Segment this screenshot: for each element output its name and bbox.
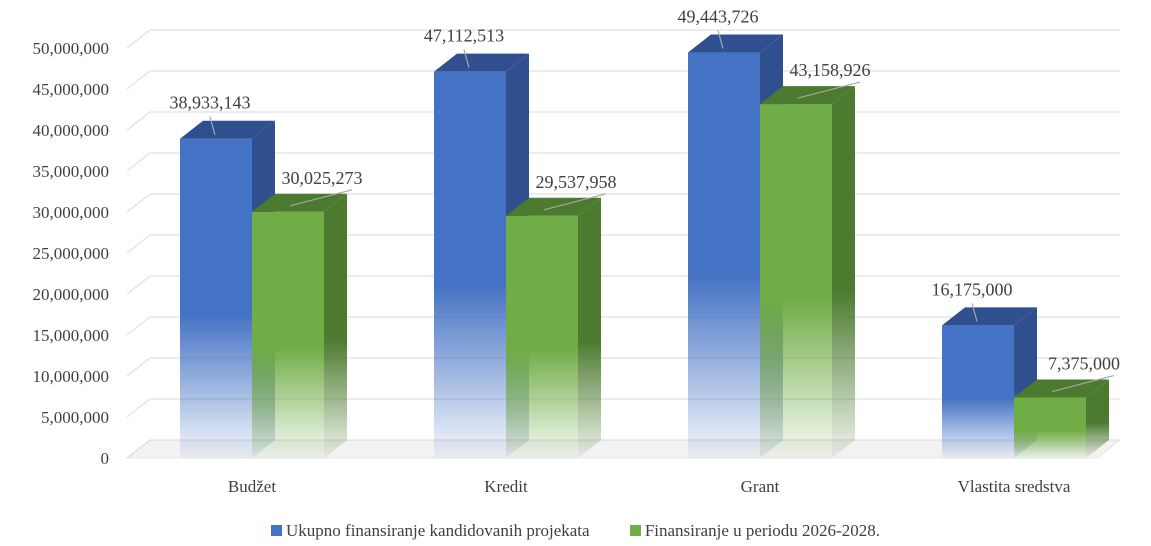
bar-top xyxy=(180,120,275,139)
gridline-diagonal xyxy=(126,111,151,131)
y-tick-label: 15,000,000 xyxy=(33,326,110,345)
gridline-diagonal xyxy=(126,152,151,172)
bar xyxy=(1014,379,1109,458)
leader-line xyxy=(717,30,724,49)
bar xyxy=(942,307,1037,458)
legend-item-series-1: Ukupno finansiranje kandidovanih projeka… xyxy=(271,521,590,541)
bar xyxy=(760,86,855,459)
data-label: 38,933,143 xyxy=(170,93,251,113)
x-category-label: Vlastita sredstva xyxy=(958,477,1071,496)
leader-line xyxy=(971,303,978,322)
bar xyxy=(434,53,529,458)
gridline-diagonal xyxy=(126,193,151,213)
leader-line xyxy=(797,81,861,99)
gridline-diagonal xyxy=(126,357,151,377)
data-label: 43,158,926 xyxy=(790,60,871,80)
y-tick-label: 45,000,000 xyxy=(33,80,110,99)
bar-top xyxy=(942,307,1037,326)
gridline-diagonal xyxy=(126,316,151,336)
data-label: 49,443,726 xyxy=(678,7,759,27)
gridline-diagonal xyxy=(126,275,151,295)
data-label: 7,375,000 xyxy=(1048,354,1120,374)
bar-top xyxy=(434,53,529,72)
data-label: 47,112,513 xyxy=(424,26,504,46)
bar xyxy=(506,197,601,458)
bar-front xyxy=(688,52,760,458)
bar-front xyxy=(760,104,832,459)
bar-front xyxy=(506,215,578,458)
y-tick-label: 5,000,000 xyxy=(41,408,109,427)
leader-line xyxy=(463,49,470,68)
leader-line xyxy=(209,116,216,135)
legend-swatch-blue xyxy=(271,525,283,536)
x-category-label: Kredit xyxy=(484,477,528,496)
data-labels: 38,933,143 30,025,273 47,112,513 29,537,958… xyxy=(170,7,1121,374)
bar-side xyxy=(324,193,347,458)
bar-side xyxy=(832,86,855,459)
bar-front xyxy=(180,138,252,458)
gridline-diagonal xyxy=(126,29,151,49)
gridline-diagonal xyxy=(126,234,151,254)
y-tick-label: 50,000,000 xyxy=(33,39,110,58)
x-category-label: Grant xyxy=(741,477,780,496)
bar-side xyxy=(1086,379,1109,458)
legend-label-series-1: Ukupno finansiranje kandidovanih projeka… xyxy=(286,521,590,540)
legend: Ukupno finansiranje kandidovanih projeka… xyxy=(0,521,1151,541)
bars xyxy=(180,34,1109,459)
y-tick-label: 20,000,000 xyxy=(33,285,110,304)
y-tick-label: 35,000,000 xyxy=(33,162,110,181)
y-tick-label: 40,000,000 xyxy=(33,121,110,140)
bar xyxy=(252,193,347,458)
bar-side xyxy=(578,197,601,458)
data-label: 30,025,273 xyxy=(282,168,363,188)
bar-front xyxy=(252,211,324,458)
y-tick-label: 30,000,000 xyxy=(33,203,110,222)
gridline-diagonal xyxy=(126,398,151,418)
bar-front xyxy=(434,71,506,458)
y-axis-ticks: 0 5,000,000 10,000,000 15,000,000 20,000,000… xyxy=(33,39,110,468)
gridline-diagonal xyxy=(126,70,151,90)
gridline-diagonal xyxy=(126,439,151,459)
y-tick-label: 25,000,000 xyxy=(33,244,110,263)
legend-swatch-green xyxy=(629,525,641,536)
bar-top xyxy=(688,34,783,53)
legend-item-series-2: Finansiranje u periodu 2026-2028. xyxy=(629,521,880,541)
leader-line xyxy=(1051,374,1115,393)
bar-front xyxy=(1014,397,1086,458)
y-tick-label: 10,000,000 xyxy=(33,367,110,386)
leader-line xyxy=(289,189,353,207)
leader-line xyxy=(543,193,607,211)
y-tick-label: 0 xyxy=(101,449,110,468)
x-category-label: Budžet xyxy=(228,477,276,496)
bar-front xyxy=(942,325,1014,458)
data-label: 29,537,958 xyxy=(536,172,617,192)
x-axis-categories: Budžet Kredit Grant Vlastita sredstva xyxy=(228,477,1071,496)
legend-label-series-2: Finansiranje u periodu 2026-2028. xyxy=(644,521,880,540)
leader-lines xyxy=(209,30,1115,393)
data-label: 16,175,000 xyxy=(932,279,1013,299)
